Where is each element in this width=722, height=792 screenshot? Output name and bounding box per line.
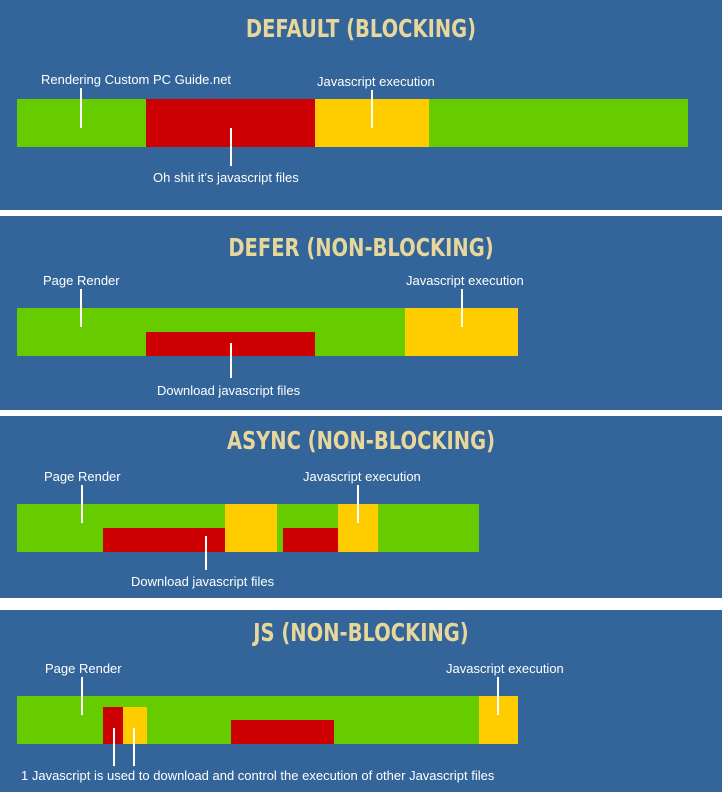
bar-js-execution [123, 707, 147, 744]
section-title: DEFER (NON-BLOCKING) [228, 233, 494, 262]
label-js-loader: 1 Javascript is used to download and con… [21, 768, 495, 783]
pointer-line [371, 90, 373, 128]
label-page-render: Page Render [43, 273, 120, 288]
pointer-line [80, 289, 82, 327]
label-js-execution: Javascript execution [406, 273, 524, 288]
bar-js-download [283, 528, 338, 552]
pointer-line [497, 677, 499, 715]
pointer-line [133, 728, 135, 766]
pointer-line [205, 536, 207, 570]
section-title: ASYNC (NON-BLOCKING) [226, 426, 495, 455]
bar-js-download [103, 528, 225, 552]
label-page-render: Rendering Custom PC Guide.net [41, 72, 232, 87]
label-js-download: Oh shit it’s javascript files [153, 170, 299, 185]
label-js-execution: Javascript execution [317, 74, 435, 89]
section-title: DEFAULT (BLOCKING) [245, 14, 477, 43]
label-js-download: Download javascript files [131, 574, 275, 589]
pointer-line [357, 485, 359, 523]
pointer-line [80, 88, 82, 128]
pointer-line [81, 485, 83, 523]
label-js-execution: Javascript execution [303, 469, 421, 484]
label-js-download: Download javascript files [157, 383, 301, 398]
pointer-line [461, 289, 463, 327]
bar-js-execution [225, 504, 277, 552]
label-js-execution: Javascript execution [446, 661, 564, 676]
section-title: JS (NON-BLOCKING) [253, 618, 469, 647]
label-page-render: Page Render [44, 469, 121, 484]
pointer-line [230, 128, 232, 166]
bar-js-download [231, 720, 334, 744]
bar-js-download [103, 707, 123, 744]
pointer-line [81, 677, 83, 715]
pointer-line [113, 728, 115, 766]
label-page-render: Page Render [45, 661, 122, 676]
pointer-line [230, 343, 232, 378]
